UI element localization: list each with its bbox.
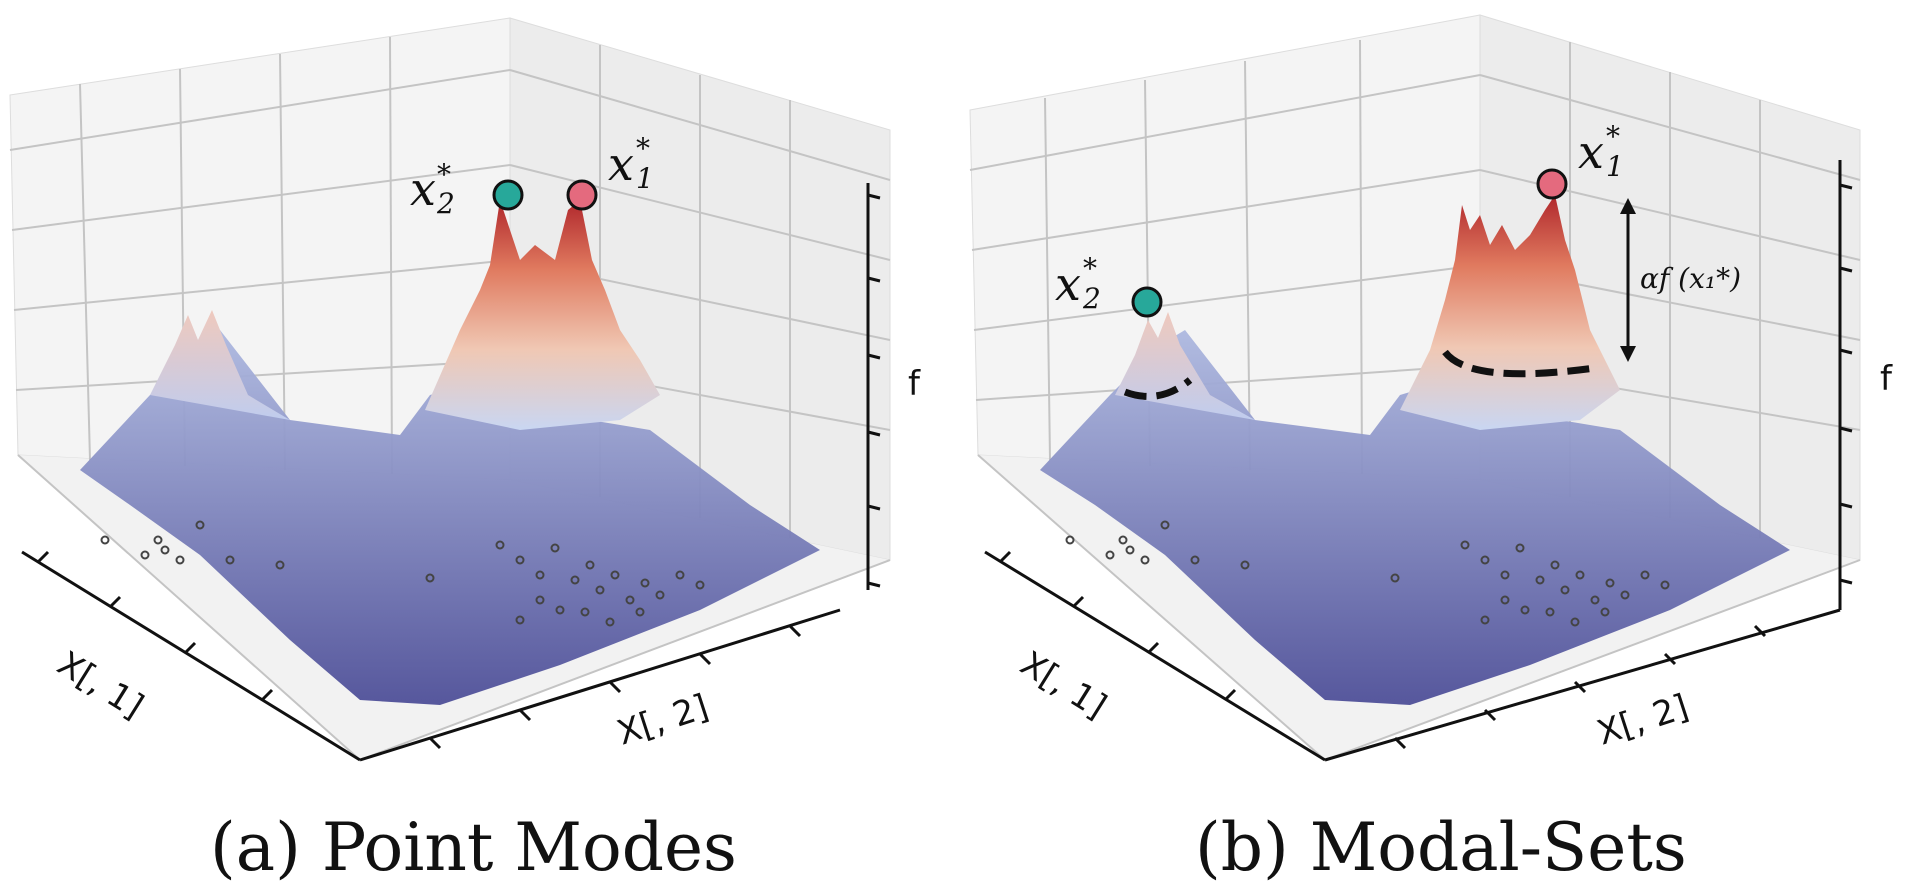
modal-set-boundary-2 xyxy=(1123,377,1193,400)
data-point xyxy=(1575,570,1585,580)
mode-2-name: x xyxy=(410,162,436,216)
data-point xyxy=(1480,615,1490,625)
z-axis-label: f xyxy=(1880,359,1893,399)
mode-1-sup: * xyxy=(636,132,650,165)
data-point xyxy=(1140,555,1150,565)
mode-2-name: x xyxy=(1055,257,1081,311)
data-point xyxy=(570,575,580,585)
data-point xyxy=(1590,595,1600,605)
data-point xyxy=(100,535,110,545)
data-point xyxy=(1605,578,1615,588)
small-hill xyxy=(150,310,290,420)
data-point xyxy=(1240,560,1250,570)
data-point xyxy=(1545,607,1555,617)
data-point xyxy=(160,545,170,555)
data-point xyxy=(1560,585,1570,595)
modal-set-boundary-1 xyxy=(1442,349,1596,378)
data-point xyxy=(1390,573,1400,583)
data-point xyxy=(695,580,705,590)
twin-peaks xyxy=(425,200,660,430)
mode-2-sup: * xyxy=(437,158,451,191)
x-axis-label: X[, 1] xyxy=(1013,644,1113,727)
data-point xyxy=(1515,543,1525,553)
small-hill xyxy=(1115,312,1255,420)
axes xyxy=(984,160,1853,762)
mode-1-marker xyxy=(1536,168,1568,200)
data-point xyxy=(555,605,565,615)
mode-2-sub: 2 xyxy=(436,187,455,220)
axes xyxy=(21,183,881,762)
mode-2-marker xyxy=(1131,286,1163,318)
panel-caption: (b) Modal-Sets xyxy=(1195,809,1687,886)
data-point xyxy=(1570,617,1580,627)
data-point xyxy=(1105,550,1115,560)
density-surface xyxy=(80,330,820,705)
data-point xyxy=(640,578,650,588)
data-point xyxy=(515,615,525,625)
y-axis-label: X[, 2] xyxy=(612,687,713,754)
data-point xyxy=(1480,555,1490,565)
data-point xyxy=(1535,575,1545,585)
data-points xyxy=(1065,520,1670,627)
big-peak xyxy=(1400,195,1620,430)
mode-2-marker xyxy=(492,179,524,211)
data-point xyxy=(1065,535,1075,545)
mode-1-marker xyxy=(566,179,598,211)
data-point xyxy=(675,570,685,580)
data-point xyxy=(175,555,185,565)
data-point xyxy=(535,595,545,605)
data-point xyxy=(225,555,235,565)
mode-2-sup: * xyxy=(1083,252,1097,285)
data-point xyxy=(1500,595,1510,605)
data-point xyxy=(275,560,285,570)
data-point xyxy=(535,570,545,580)
data-point xyxy=(1550,560,1560,570)
mode-1-sub: 1 xyxy=(1606,150,1624,183)
data-point xyxy=(550,543,560,553)
mode-1-name: x xyxy=(1578,125,1604,179)
data-point xyxy=(1125,545,1135,555)
data-point xyxy=(1520,605,1530,615)
data-point xyxy=(495,540,505,550)
data-point xyxy=(153,535,163,545)
y-axis-label: X[, 2] xyxy=(1592,687,1693,754)
mode-1-name: x xyxy=(608,137,634,191)
alpha-arrow xyxy=(1620,198,1636,362)
data-point xyxy=(585,560,595,570)
data-point xyxy=(425,573,435,583)
mode-1-sub: 1 xyxy=(636,162,654,195)
panel-modal-sets: αf (x₁*) x 2 * x 1 * X[, 1] X[, 2] f (b)… xyxy=(969,14,1893,886)
data-point xyxy=(605,617,615,627)
data-point xyxy=(1160,520,1170,530)
data-point xyxy=(1600,607,1610,617)
data-point xyxy=(515,555,525,565)
data-point xyxy=(140,550,150,560)
data-point xyxy=(580,607,590,617)
mode-2-sub: 2 xyxy=(1082,282,1101,315)
data-point xyxy=(635,607,645,617)
data-points xyxy=(100,520,705,627)
data-point xyxy=(610,570,620,580)
x-axis-label: X[, 1] xyxy=(50,644,150,727)
data-point xyxy=(1620,590,1630,600)
mode-1-sup: * xyxy=(1606,120,1620,153)
alpha-annotation: αf (x₁*) xyxy=(1640,262,1741,295)
panel-point-modes: x 2 * x 1 * X[, 1] X[, 2] f (a) Point Mo… xyxy=(9,17,921,886)
data-point xyxy=(1190,555,1200,565)
data-point xyxy=(1640,570,1650,580)
data-point xyxy=(195,520,205,530)
data-point xyxy=(1660,580,1670,590)
data-point xyxy=(1460,540,1470,550)
data-point xyxy=(625,595,635,605)
data-point xyxy=(595,585,605,595)
data-point xyxy=(1500,570,1510,580)
panel-caption: (a) Point Modes xyxy=(210,809,737,886)
data-point xyxy=(655,590,665,600)
data-point xyxy=(1118,535,1128,545)
z-axis-label: f xyxy=(908,364,921,404)
